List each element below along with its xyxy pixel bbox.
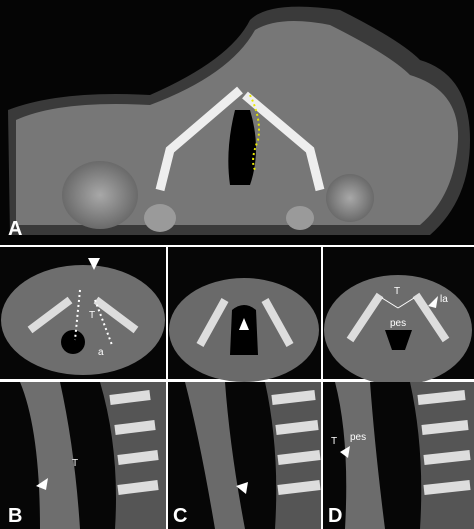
label: T <box>394 286 400 297</box>
soft-tissue <box>335 382 385 529</box>
dotted-outline <box>249 94 260 171</box>
panel-letter: A <box>8 218 22 240</box>
cartilage <box>346 292 450 343</box>
arrowhead <box>236 482 248 494</box>
label: T <box>331 436 337 447</box>
cartilage <box>196 298 294 347</box>
airway <box>61 330 85 354</box>
arrowhead <box>340 446 350 458</box>
label: T <box>72 458 78 469</box>
label: a <box>98 347 104 358</box>
label: pes <box>350 432 366 443</box>
panel-letter: D <box>328 505 342 527</box>
vertebra <box>109 390 159 495</box>
airway <box>228 110 256 185</box>
panel-c: C <box>168 247 321 529</box>
arrowhead <box>239 318 249 330</box>
soft-tissue <box>185 382 245 529</box>
arrowhead <box>36 478 48 490</box>
vessel <box>326 174 374 222</box>
pointer-line <box>381 297 415 309</box>
cartilage <box>27 296 139 334</box>
vessel <box>144 204 176 232</box>
vessel <box>62 161 138 229</box>
dotted-outline <box>74 289 113 346</box>
label: T <box>89 310 95 321</box>
soft-tissue <box>20 382 80 529</box>
cartilage <box>155 86 325 192</box>
arrowhead <box>428 296 438 308</box>
soft-tissue <box>1 265 165 375</box>
label: pes <box>390 318 406 329</box>
panel-a: A <box>0 0 474 245</box>
vertebra <box>417 390 471 495</box>
vertebra <box>271 390 321 495</box>
label: la <box>440 294 448 305</box>
panel-letter: B <box>8 505 22 527</box>
panel-b: T a T B <box>0 247 166 529</box>
panel-letter: C <box>173 505 187 527</box>
vessel <box>286 206 314 230</box>
airway <box>385 330 412 350</box>
panel-d: T pes la T pes D <box>323 247 474 529</box>
arrowhead <box>88 258 100 270</box>
